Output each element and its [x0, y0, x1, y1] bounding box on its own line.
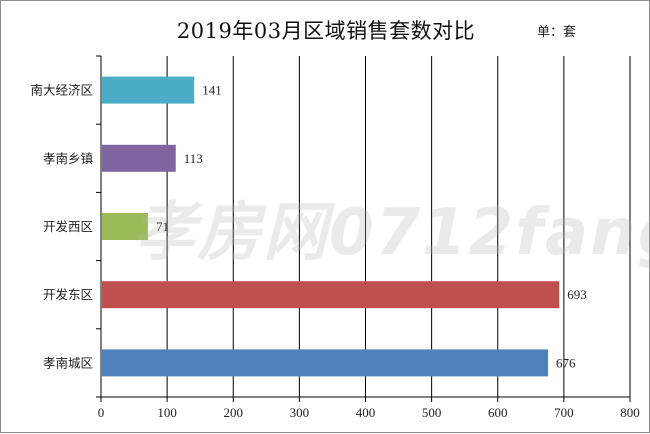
x-tick-label: 100 [157, 405, 177, 420]
x-tick-label: 800 [620, 405, 640, 420]
category-label: 孝南城区 [43, 355, 93, 370]
labels: 0 100 200 300 400 500 600 700 800 南大经济区 141 孝南乡镇 113… [30, 83, 639, 420]
x-tick-label: 400 [356, 405, 376, 420]
bar [102, 76, 195, 104]
category-label: 南大经济区 [30, 83, 93, 98]
axes [96, 55, 631, 402]
gridlines [166, 56, 631, 397]
x-tick-label: 700 [554, 405, 574, 420]
x-tick-label: 200 [224, 405, 244, 420]
data-label: 676 [556, 355, 576, 370]
bar [102, 281, 560, 309]
bars [102, 76, 560, 377]
bar [102, 349, 549, 377]
x-tick-label: 500 [422, 405, 442, 420]
unit-label: 单：套 [537, 25, 577, 40]
data-label: 71 [156, 219, 169, 234]
bar [102, 144, 176, 172]
x-tick-label: 600 [488, 405, 508, 420]
x-tick-label: 300 [290, 405, 310, 420]
x-tick-label: 0 [98, 405, 105, 420]
data-label: 141 [202, 83, 222, 98]
data-label: 693 [567, 287, 587, 302]
category-label: 开发西区 [43, 219, 93, 234]
category-label: 开发东区 [43, 287, 93, 302]
category-label: 孝南乡镇 [43, 151, 93, 166]
bar [102, 213, 148, 240]
data-label: 113 [184, 151, 203, 166]
chart-title: 2019年03月区域销售套数对比 [176, 19, 476, 43]
